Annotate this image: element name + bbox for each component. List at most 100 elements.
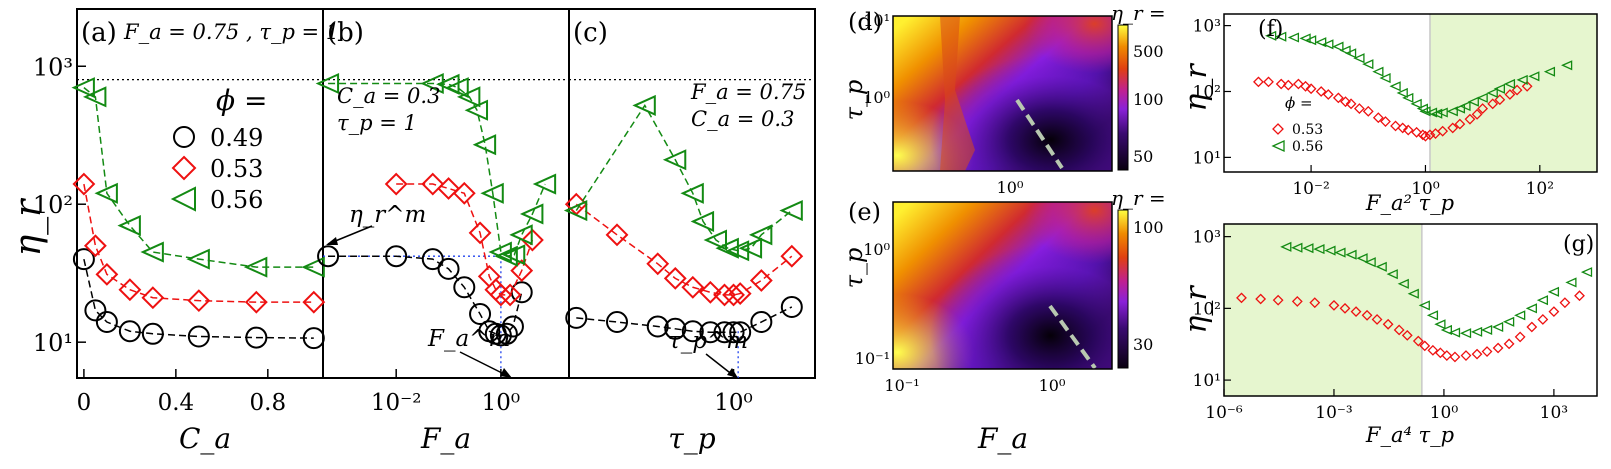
- data-point-0.53: [1441, 350, 1453, 361]
- data-point-0.56: [117, 215, 141, 237]
- data-point-0.53: [141, 286, 165, 310]
- data-point-0.56: [445, 77, 469, 99]
- shaded-region: [1224, 224, 1422, 396]
- data-point-0.53: [1514, 331, 1526, 343]
- data-point-0.53: [1574, 290, 1585, 302]
- data-point-0.53: [1315, 86, 1327, 97]
- data-point-0.56: [1287, 32, 1300, 43]
- heatmap-e: [893, 202, 1112, 369]
- legend-a-title: ϕ =: [216, 84, 267, 117]
- panel-c-annotation-line2: C_a = 0.3: [691, 107, 794, 131]
- data-point-0.56: [1486, 87, 1498, 99]
- data-point-0.53: [1402, 124, 1414, 136]
- data-point-0.56: [1528, 71, 1540, 82]
- data-point-0.53: [520, 228, 544, 252]
- panel-e-xlabel: F_a: [977, 422, 1028, 455]
- data-point-0.53: [1401, 329, 1413, 341]
- panel-e-xtick-1: 10⁰: [1039, 376, 1066, 395]
- heatmap-d-frame: [892, 15, 1113, 172]
- data-point-0.53: [1449, 351, 1461, 363]
- data-point-0.56: [301, 256, 325, 278]
- colorbar-e-tick-0: 100: [1133, 218, 1164, 237]
- series-line-0.53: [575, 203, 793, 296]
- data-point-0.56: [1467, 96, 1479, 107]
- panel-e-ytick-1: 10⁻¹: [855, 349, 890, 368]
- data-point-0.56: [464, 99, 489, 121]
- legend-a: ϕ = 0.49 0.53 0.56: [170, 84, 267, 214]
- data-point-0.56: [420, 72, 444, 95]
- legend-f-marker-0: [1272, 123, 1284, 135]
- data-point-0.53: [646, 252, 670, 276]
- tau-min-label: τ_p^m: [668, 328, 748, 354]
- data-point-0.49: [187, 325, 210, 348]
- y-tick-label: 10²: [1193, 299, 1221, 319]
- data-point-0.56: [1565, 277, 1577, 288]
- data-point-0.56: [94, 182, 118, 204]
- heatmap-d-step: [940, 16, 975, 171]
- data-point-0.56: [1503, 316, 1515, 327]
- data-point-0.53: [1454, 118, 1466, 130]
- tau-min-arrowhead: [727, 368, 738, 378]
- data-point-0.53: [1521, 80, 1533, 92]
- data-point-0.53: [1504, 89, 1516, 100]
- legend-f-label-0: 0.53: [1292, 122, 1323, 138]
- data-point-0.56: [1356, 253, 1368, 264]
- data-point-0.56: [1345, 249, 1357, 260]
- panel-c: 10⁰: [563, 78, 815, 416]
- data-point-0.53: [1371, 314, 1383, 325]
- data-point-0.53: [722, 283, 745, 307]
- data-point-0.53: [1291, 295, 1303, 307]
- data-point-0.53: [72, 172, 96, 196]
- data-point-0.56: [1304, 35, 1317, 46]
- data-point-0.56: [1375, 261, 1387, 272]
- data-point-0.56: [71, 77, 95, 99]
- colorbar-d-tick-0: 500: [1133, 42, 1164, 61]
- panel-d-xtick-0: 10⁰: [997, 178, 1024, 197]
- data-point-0.56: [1543, 66, 1556, 77]
- data-point-0.56: [1332, 41, 1344, 52]
- data-point-0.56: [1440, 324, 1452, 336]
- series-line-0.56: [575, 103, 793, 252]
- data-point-0.56: [1339, 45, 1351, 56]
- data-point-0.56: [1389, 81, 1401, 92]
- panel-c-arrows: τ_p^m: [668, 328, 748, 378]
- data-point-0.53: [1255, 293, 1267, 305]
- panel-b: 10⁻² 10⁰: [315, 72, 569, 416]
- x-axis-label-b: F_a: [420, 422, 471, 455]
- data-point-0.53: [1492, 342, 1504, 354]
- data-point-0.49: [141, 322, 164, 345]
- data-point-0.53: [1253, 76, 1264, 88]
- data-point-0.49: [606, 311, 629, 334]
- data-point-0.56: [186, 248, 210, 270]
- data-point-0.56: [1291, 242, 1303, 253]
- panel-f-ylabel: η_r: [1179, 63, 1214, 112]
- data-point-0.53: [1300, 80, 1311, 92]
- data-point-0.56: [140, 241, 164, 263]
- data-point-0.56: [1324, 245, 1336, 256]
- data-point-0.53: [1382, 318, 1394, 330]
- panel-b-annotation-line2: τ_p = 1: [337, 111, 417, 135]
- panel-b-arrows: η_r^m F_a^m: [326, 202, 512, 378]
- plot-frame: [1223, 13, 1598, 173]
- series-line-0.49: [576, 306, 793, 334]
- data-point-0.49: [750, 311, 773, 334]
- data-point-0.53: [1511, 84, 1523, 96]
- panel-g: 10¹ 10² 10³ 10⁻⁶ 10⁻³ 10⁰ 10³: [1193, 223, 1598, 423]
- panel-c-frame: [568, 8, 816, 379]
- panel-e-ytick-0: 10⁰: [863, 240, 890, 259]
- data-point-0.49: [681, 320, 704, 343]
- legend-f: ϕ = 0.53 0.56: [1271, 94, 1323, 155]
- data-point-0.49: [317, 245, 340, 268]
- data-point-0.53: [663, 266, 687, 290]
- data-point-0.56: [1516, 74, 1528, 85]
- heatmap-d-guide: [1015, 98, 1064, 170]
- data-point-0.56: [1302, 243, 1314, 254]
- data-point-0.53: [1332, 92, 1344, 104]
- data-point-0.56: [1459, 101, 1471, 112]
- data-point-0.53: [1487, 98, 1499, 110]
- data-point-0.56: [1313, 244, 1325, 255]
- f-min-arrow: [459, 351, 509, 377]
- data-point-0.53: [1411, 126, 1423, 138]
- panel-e-xtick-0: 10⁻¹: [884, 376, 919, 395]
